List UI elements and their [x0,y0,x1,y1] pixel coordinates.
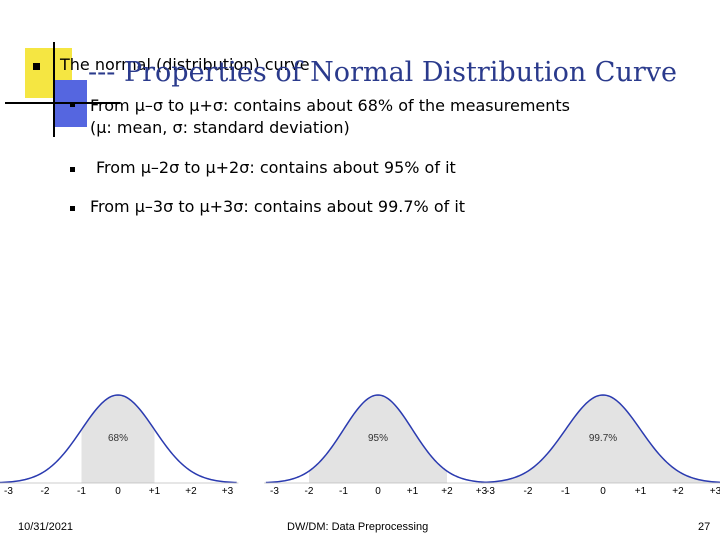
sub-bullet-icon [70,102,75,107]
decorative-vertical-line [53,42,55,137]
curve-line-0 [0,394,237,484]
sub-bullet-99: From μ–3σ to μ+3σ: contains about 99.7% … [90,197,466,216]
footer-page-number: 27 [698,521,711,533]
tick-label: +1 [149,486,161,497]
tick-label: -1 [561,486,570,497]
bullet-icon [33,63,40,70]
tick-label: -2 [41,486,50,497]
tick-label: -2 [524,486,533,497]
annotation-label-2: 99.7% [589,433,617,444]
shaded-area-2 [490,395,716,483]
sub-bullet-definition: (μ: mean, σ: standard deviation) [90,118,350,137]
tick-label: +3 [710,486,720,497]
tick-label: -3 [270,486,279,497]
annotation-label-1: 95% [368,433,388,444]
tick-label: +1 [635,486,647,497]
tick-label: -2 [305,486,314,497]
tick-label: +2 [672,486,684,497]
tick-label: +2 [185,486,197,497]
shaded-area-1 [309,395,447,483]
tick-label: +1 [407,486,419,497]
curve-line-1 [265,394,491,484]
sub-bullet-95: From μ–2σ to μ+2σ: contains about 95% of… [96,158,456,177]
tick-label: 0 [115,486,121,497]
slide-title: --- Properties of Normal Distribution Cu… [88,57,677,88]
sub-bullet-68: From μ–σ to μ+σ: contains about 68% of t… [90,96,571,115]
tick-label: +3 [476,486,488,497]
decorative-horizontal-line [5,102,120,104]
tick-label: -3 [486,486,495,497]
main-bullet-text: The normal (distribution) curve [60,55,310,74]
footer-date: 10/31/2021 [18,521,74,533]
tick-label: -3 [4,486,13,497]
sub-bullet-icon [70,167,75,172]
tick-label: -1 [77,486,86,497]
tick-label: 0 [600,486,606,497]
tick-label: +2 [441,486,453,497]
shaded-area-0 [81,395,155,483]
tick-label: -1 [339,486,348,497]
footer-course: DW/DM: Data Preprocessing [287,521,429,533]
tick-label: 0 [375,486,381,497]
annotation-label-0: 68% [108,433,128,444]
tick-label: +3 [222,486,234,497]
curve-line-2 [481,394,720,484]
sub-bullet-icon [70,206,75,211]
normal-curves-figure: 68% -3 -2 -1 0 +1 +2 +3 95% -3 -2 -1 0 +1 +2 +3 99.7% -3 -… [0,394,720,497]
